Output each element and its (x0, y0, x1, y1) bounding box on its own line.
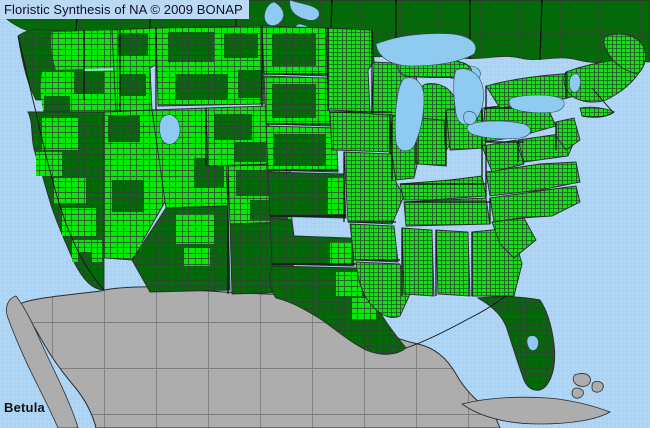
region-mexico-gray (6, 286, 611, 428)
map-title-banner: Floristic Synthesis of NA © 2009 BONAP (0, 0, 249, 19)
region-southeast (471, 33, 646, 391)
taxon-name-label: Betula (4, 400, 45, 415)
great-lakes (375, 33, 581, 152)
map-title-text: Floristic Synthesis of NA © 2009 BONAP (4, 2, 243, 17)
coastline (17, 35, 615, 349)
region-great-plains (261, 25, 407, 355)
